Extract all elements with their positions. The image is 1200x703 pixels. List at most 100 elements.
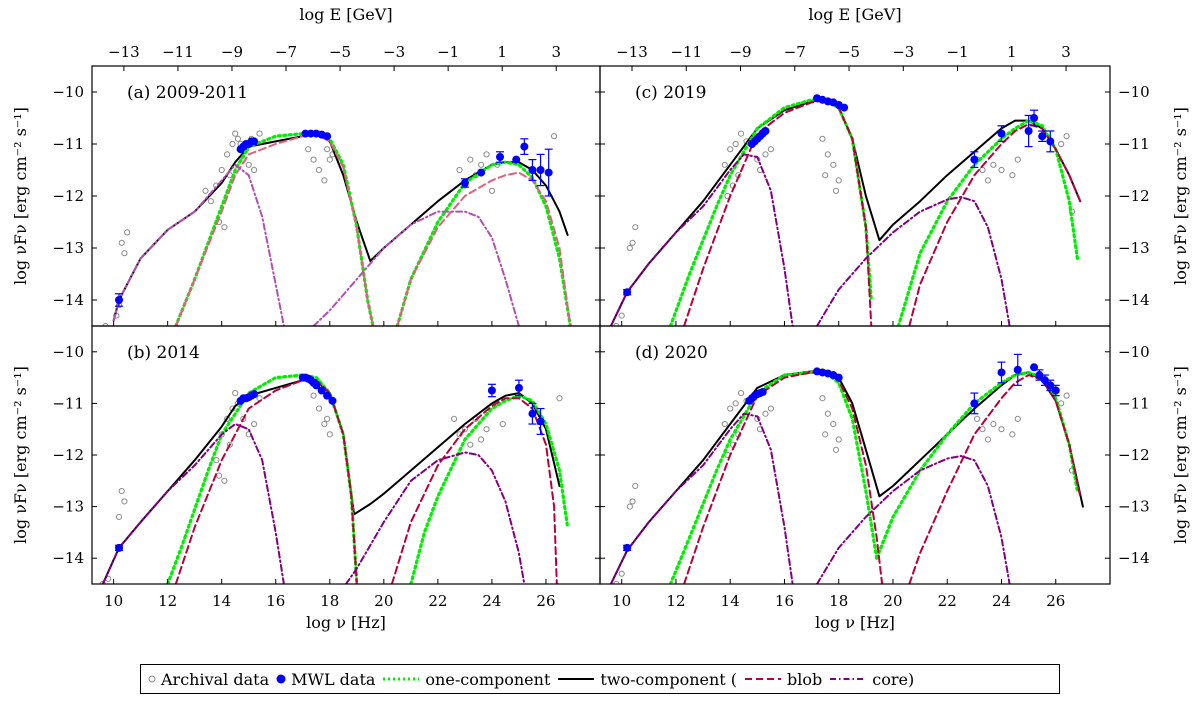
series-line-one-component: [668, 370, 879, 584]
archival-point: [732, 400, 739, 407]
archival-point: [830, 420, 837, 428]
x-tick-label: 26: [536, 592, 555, 610]
archival-point: [762, 151, 769, 158]
mwl-point: [520, 142, 529, 151]
x-tick-label: 20: [883, 592, 902, 610]
series-line-core-ic: [312, 210, 520, 326]
archival-point: [305, 146, 312, 153]
y-axis-title: log νFν [erg cm⁻² s⁻¹]: [11, 107, 30, 285]
mwl-point: [115, 296, 124, 304]
archival-point: [984, 177, 992, 184]
mwl-point: [512, 155, 521, 164]
archival-point: [998, 166, 1005, 174]
archival-point: [832, 187, 840, 194]
mwl-point: [250, 137, 259, 146]
panel-d: −10 −11 −12 −13 −14 10 12 14 16 18 20 22 24 26 log ν […: [599, 325, 1190, 632]
legend-two-component: two-component (: [556, 670, 737, 689]
series-line-one-component: [174, 132, 375, 326]
mwl-point: [312, 381, 321, 390]
archival-point: [315, 405, 323, 412]
archival-point: [229, 140, 236, 148]
archival-point: [118, 239, 125, 246]
x2-tick-label: −11: [670, 43, 702, 61]
x-tick-label: 20: [374, 592, 393, 610]
mwl-point: [623, 288, 632, 297]
archival-point: [819, 135, 826, 142]
archival-point: [1014, 415, 1021, 422]
archival-point: [488, 187, 496, 194]
archival-point: [1063, 392, 1070, 399]
core-line-icon: [828, 674, 868, 684]
archival-point: [737, 130, 745, 137]
y-tick-label: −14: [1118, 291, 1150, 309]
mwl-point: [544, 168, 553, 177]
y-tick-label: −11: [1118, 394, 1150, 412]
archival-point: [467, 441, 474, 448]
archival-point: [326, 431, 333, 438]
archival-point: [478, 161, 485, 168]
mwl-point: [477, 168, 486, 177]
archival-point: [824, 410, 831, 417]
archival-point: [824, 151, 831, 158]
archival-point: [727, 146, 734, 153]
x2-tick-label: −3: [892, 43, 914, 61]
x2-tick-label: −7: [784, 43, 806, 61]
legend-one-component: one-component: [381, 670, 550, 689]
x-tick-label: 10: [612, 592, 631, 610]
archival-point: [310, 156, 317, 163]
archival-point: [323, 415, 331, 422]
x-tick-label: 14: [212, 592, 231, 610]
x-tick-label: 12: [666, 592, 685, 610]
series-line-core: [609, 153, 794, 326]
archival-point: [310, 392, 317, 399]
mwl-point: [1040, 376, 1049, 385]
x-tick-label: 22: [428, 592, 447, 610]
archival-point: [121, 498, 128, 505]
archival-point: [467, 156, 474, 163]
archival-point: [118, 488, 125, 495]
y-tick-label: −10: [52, 343, 84, 361]
x-axis-title: log ν [Hz]: [815, 613, 895, 632]
y-tick-label: −14: [1118, 549, 1150, 567]
archival-point: [202, 187, 209, 194]
x-tick-label: 18: [320, 592, 339, 610]
archival-point: [226, 441, 233, 448]
x2-tick-label: −13: [108, 43, 140, 61]
archival-point: [207, 198, 214, 205]
y-tick-label: −13: [52, 498, 84, 516]
legend-blob-label: blob: [787, 669, 823, 689]
y-axis-title-right: log νFν [erg cm⁻² s⁻¹]: [1171, 366, 1190, 544]
archival-point: [550, 133, 558, 140]
archival-point: [721, 420, 728, 428]
x-tick-label: 16: [266, 592, 285, 610]
mwl-point: [1024, 127, 1033, 135]
one-component-line-icon: [381, 674, 421, 684]
legend-mwl: MWL data: [275, 670, 375, 689]
archival-point: [973, 415, 981, 422]
mwl-point: [1046, 137, 1055, 146]
legend-blob: blob: [743, 670, 822, 689]
archival-point: [499, 420, 506, 428]
series-line-one-component-ic: [409, 394, 570, 584]
series-line-core-ic: [816, 196, 1011, 326]
archival-point: [984, 436, 992, 443]
mwl-point: [528, 166, 537, 174]
archival-point: [990, 161, 997, 168]
y-tick-label: −10: [1118, 83, 1150, 101]
archival-point: [822, 172, 829, 179]
x2-tick-label: −5: [329, 43, 351, 61]
archival-point: [232, 130, 239, 137]
y-tick-label: −12: [1118, 446, 1150, 464]
archival-point: [323, 146, 331, 153]
mwl-point: [115, 543, 124, 552]
archival-point: [124, 229, 131, 236]
archival-point: [1009, 172, 1016, 179]
x2-axis-title: log E [GeV]: [808, 5, 901, 24]
archival-point: [115, 513, 123, 521]
archival-marker-icon: [147, 674, 157, 684]
plot-area: [609, 94, 1082, 326]
y-tick-label: −13: [52, 239, 84, 257]
series-line-core-ic: [816, 455, 1011, 584]
archival-point: [835, 436, 842, 443]
